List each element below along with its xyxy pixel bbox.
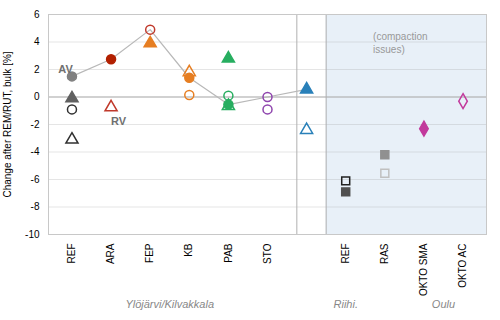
svg-text:-8: -8 <box>31 201 40 212</box>
svg-text:REF: REF <box>340 244 351 264</box>
svg-text:STO: STO <box>262 243 273 264</box>
svg-text:-2: -2 <box>31 119 40 130</box>
svg-text:-4: -4 <box>31 146 40 157</box>
svg-text:AV: AV <box>58 63 73 75</box>
svg-text:KB: KB <box>183 243 194 257</box>
svg-text:ARA: ARA <box>105 243 116 264</box>
svg-text:-6: -6 <box>31 174 40 185</box>
svg-text:(compactionissues): (compactionissues) <box>373 31 427 55</box>
svg-text:6: 6 <box>34 9 40 20</box>
svg-text:FEP: FEP <box>144 243 155 263</box>
svg-text:OKTO SMA: OKTO SMA <box>418 243 429 296</box>
svg-text:PAB: PAB <box>223 243 234 263</box>
svg-text:0: 0 <box>34 91 40 102</box>
svg-text:Ylöjärvi/Kilvakkala: Ylöjärvi/Kilvakkala <box>125 298 214 310</box>
svg-text:-10: -10 <box>25 229 40 240</box>
svg-text:2: 2 <box>34 64 40 75</box>
svg-text:RV: RV <box>111 115 127 127</box>
svg-text:Oulu: Oulu <box>432 298 455 310</box>
svg-text:REF: REF <box>66 244 77 264</box>
svg-text:4: 4 <box>34 36 40 47</box>
svg-text:Change after REM/RUT, bulk [%]: Change after REM/RUT, bulk [%] <box>2 51 13 197</box>
svg-text:OKTO AC: OKTO AC <box>457 244 468 288</box>
svg-text:Riihi.: Riihi. <box>333 298 357 310</box>
svg-text:RAS: RAS <box>379 243 390 264</box>
